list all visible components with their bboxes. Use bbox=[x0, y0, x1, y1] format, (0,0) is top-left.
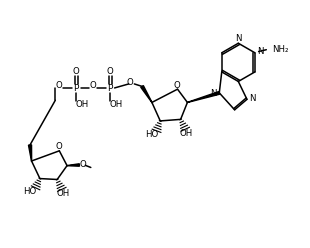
Text: O: O bbox=[126, 78, 133, 87]
Polygon shape bbox=[187, 92, 220, 102]
Text: N: N bbox=[249, 94, 256, 103]
Text: NH₂: NH₂ bbox=[272, 45, 288, 54]
Polygon shape bbox=[29, 145, 32, 161]
Text: OH: OH bbox=[56, 189, 69, 198]
Text: HO: HO bbox=[146, 130, 159, 139]
Text: O: O bbox=[174, 81, 180, 90]
Text: O: O bbox=[56, 81, 63, 90]
Text: O: O bbox=[56, 142, 63, 151]
Text: P: P bbox=[108, 84, 113, 93]
Text: O: O bbox=[90, 81, 97, 90]
Polygon shape bbox=[141, 86, 152, 102]
Text: OH: OH bbox=[75, 100, 88, 109]
Polygon shape bbox=[67, 164, 79, 166]
Text: N: N bbox=[235, 34, 241, 43]
Text: OH: OH bbox=[179, 129, 193, 138]
Text: OH: OH bbox=[109, 100, 122, 109]
Text: N: N bbox=[257, 47, 264, 56]
Text: HO: HO bbox=[23, 187, 37, 196]
Text: N: N bbox=[210, 89, 217, 98]
Text: O: O bbox=[107, 67, 114, 76]
Text: O: O bbox=[73, 67, 80, 76]
Text: O: O bbox=[80, 160, 86, 169]
Text: P: P bbox=[73, 84, 79, 93]
